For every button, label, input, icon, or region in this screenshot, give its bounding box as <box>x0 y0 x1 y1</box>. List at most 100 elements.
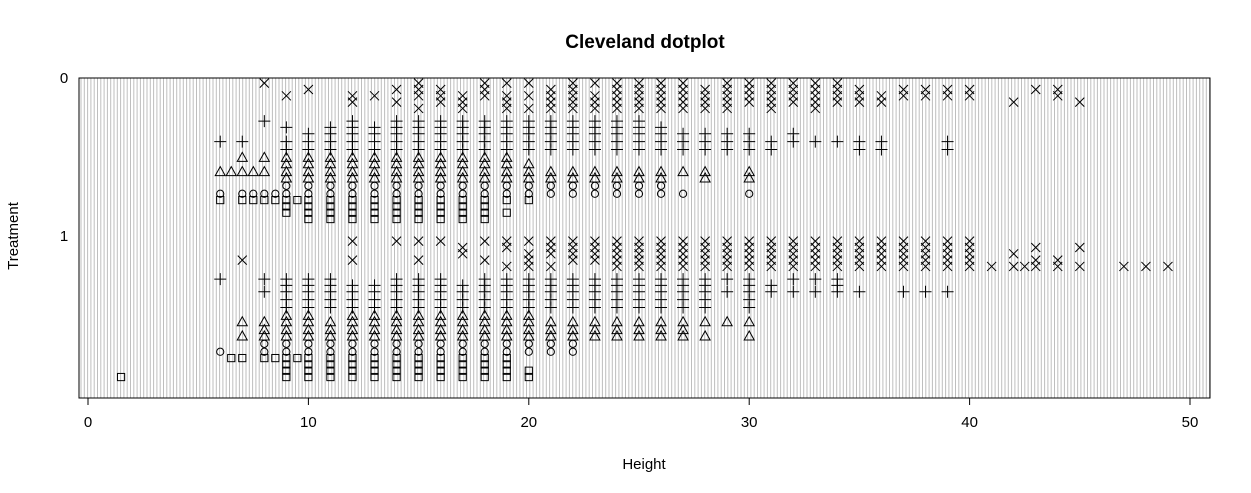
data-point-triangle <box>346 323 359 335</box>
data-point-cross <box>545 261 556 272</box>
data-point-triangle <box>412 315 425 327</box>
data-point-plus <box>412 301 425 314</box>
data-point-circle <box>502 339 511 348</box>
data-point-triangle <box>478 151 491 162</box>
data-point-cross <box>457 248 468 259</box>
data-point-circle <box>480 181 489 190</box>
data-point-triangle <box>478 157 491 169</box>
data-point-circle <box>502 347 511 356</box>
data-point-square <box>370 366 379 375</box>
data-point-cross <box>942 90 953 101</box>
data-point-circle <box>326 347 335 356</box>
data-point-circle <box>458 347 467 356</box>
x-tick-label: 10 <box>300 414 317 431</box>
data-point-cross <box>303 84 314 95</box>
data-point-circle <box>392 339 401 348</box>
data-point-triangle <box>346 165 359 177</box>
data-point-triangle <box>544 165 557 177</box>
data-point-circle <box>524 347 533 356</box>
data-point-triangle <box>346 315 359 327</box>
data-point-cross <box>391 97 402 107</box>
data-point-cross <box>612 261 622 272</box>
data-point-plus <box>610 301 623 314</box>
data-point-square <box>271 353 280 363</box>
data-point-cross <box>788 261 799 272</box>
data-point-cross <box>832 97 843 107</box>
data-point-triangle <box>478 323 491 335</box>
data-point-triangle <box>346 309 359 320</box>
data-point-cross <box>590 103 600 114</box>
data-point-circle <box>238 189 247 198</box>
data-point-triangle <box>743 171 756 183</box>
data-point-plus <box>787 285 800 298</box>
data-point-square <box>370 208 379 217</box>
data-point-circle <box>326 339 335 348</box>
data-point-triangle <box>611 171 623 183</box>
data-point-square <box>392 195 401 205</box>
data-point-plus <box>721 285 734 298</box>
data-point-plus <box>809 135 822 148</box>
data-point-triangle <box>677 323 689 335</box>
data-point-circle <box>436 189 445 198</box>
data-point-plus <box>853 285 866 298</box>
data-point-cross <box>634 103 644 114</box>
data-point-circle <box>546 181 555 190</box>
data-point-cross <box>413 90 424 101</box>
data-point-cross <box>810 103 821 114</box>
data-point-square <box>304 372 313 382</box>
data-point-circle <box>348 189 357 198</box>
data-point-square <box>326 360 335 369</box>
data-point-circle <box>304 339 313 348</box>
data-point-plus <box>633 143 645 156</box>
data-point-plus <box>809 273 822 286</box>
data-point-triangle <box>280 315 293 327</box>
data-point-circle <box>271 189 280 198</box>
data-point-triangle <box>567 165 579 177</box>
data-point-cross <box>854 97 865 107</box>
data-point-square <box>370 353 379 363</box>
data-point-plus <box>699 301 712 314</box>
data-point-circle <box>524 181 533 190</box>
data-point-triangle <box>456 165 469 177</box>
data-point-cross <box>1008 261 1019 272</box>
data-point-plus <box>280 121 293 134</box>
data-point-square <box>392 366 401 375</box>
data-point-square <box>480 366 489 375</box>
data-point-triangle <box>743 315 756 327</box>
data-point-square <box>458 360 467 369</box>
data-point-triangle <box>412 151 425 162</box>
data-point-circle <box>745 189 754 198</box>
data-point-circle <box>348 347 357 356</box>
data-point-cross <box>898 90 909 101</box>
data-point-triangle <box>368 165 381 177</box>
data-point-triangle <box>611 315 623 327</box>
data-point-square <box>271 195 280 205</box>
data-point-triangle <box>390 165 403 177</box>
data-point-circle <box>392 181 401 190</box>
data-point-square <box>436 366 445 375</box>
data-point-cross <box>876 97 887 107</box>
data-point-cross <box>700 103 710 114</box>
data-point-cross <box>722 261 733 272</box>
data-point-cross <box>656 103 666 114</box>
data-point-triangle <box>633 323 645 335</box>
data-point-plus <box>544 143 557 156</box>
data-point-triangle <box>247 165 260 177</box>
data-point-cross <box>1008 97 1019 107</box>
data-point-plus <box>853 143 866 156</box>
data-point-triangle <box>412 157 425 169</box>
data-point-cross <box>413 255 424 265</box>
data-point-circle <box>370 347 379 356</box>
data-point-square <box>502 353 511 363</box>
data-point-triangle <box>368 323 381 335</box>
data-point-triangle <box>456 329 469 341</box>
data-point-square <box>326 214 335 224</box>
data-point-circle <box>370 189 379 198</box>
data-point-triangle <box>390 157 403 169</box>
data-point-triangle <box>522 315 535 327</box>
data-point-triangle <box>434 309 447 320</box>
data-point-cross <box>523 78 534 89</box>
data-point-circle <box>249 189 258 198</box>
data-point-cross <box>876 261 887 272</box>
data-point-square <box>116 372 126 382</box>
